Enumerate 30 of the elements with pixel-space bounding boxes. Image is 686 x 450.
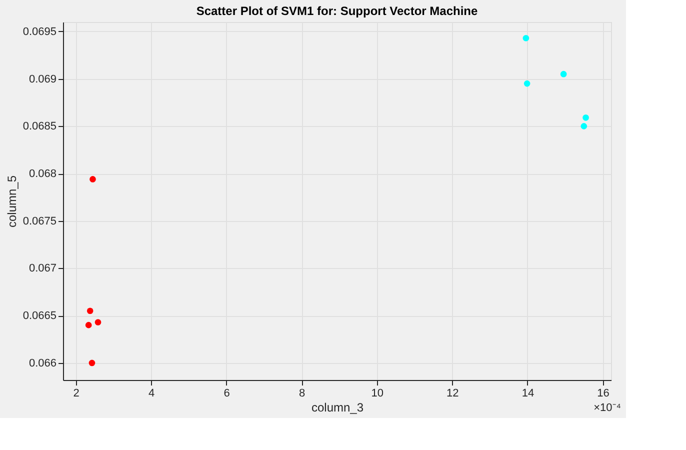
x-tick-label: 12	[446, 388, 459, 400]
point	[580, 123, 588, 130]
point	[582, 114, 589, 121]
x-tick-label: 2	[73, 388, 80, 400]
point	[90, 176, 96, 182]
point	[524, 80, 530, 87]
point	[85, 322, 92, 328]
y-tick-label: 0.0695	[22, 26, 56, 38]
x-axis-title: column_3	[311, 400, 364, 414]
text: ×10⁻⁴	[594, 402, 622, 414]
y-tick-label: 0.0675	[22, 215, 56, 228]
y-tick-label: 0.066	[28, 357, 56, 370]
x-tick-label: 14	[522, 388, 534, 400]
y-tick-label: 0.069	[28, 73, 56, 86]
y-tick-label: 0.068	[28, 168, 56, 180]
chart-title: Scatter Plot of SVM1 for: Support Vector Machine	[196, 4, 478, 18]
x-tick-label: 16	[597, 388, 610, 400]
point	[560, 70, 567, 78]
point	[94, 319, 102, 326]
point	[522, 34, 530, 42]
y-tick-label: 0.067	[28, 262, 56, 275]
x-tick-label: 10	[371, 388, 384, 400]
point	[88, 360, 96, 366]
y-axis-title: column_5	[4, 175, 19, 228]
y-tick-label: 0.0685	[22, 120, 56, 133]
point	[86, 308, 94, 314]
x-tick-label: 8	[299, 388, 306, 400]
x-tick-label: 6	[224, 388, 230, 400]
y-tick-label: 0.0665	[22, 310, 56, 322]
x-tick-label: 4	[148, 388, 155, 400]
